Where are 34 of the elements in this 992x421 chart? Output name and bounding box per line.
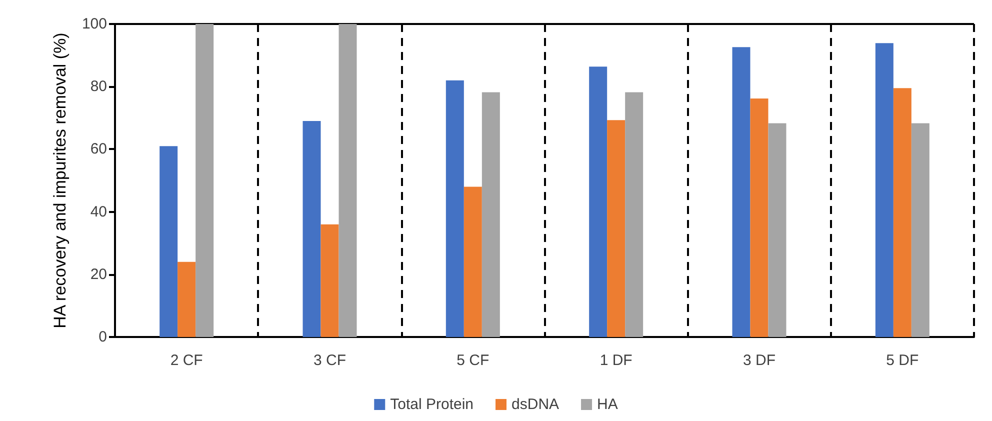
bar <box>464 186 482 337</box>
bar <box>446 80 464 337</box>
x-tick-label: 1 DF <box>600 352 632 369</box>
legend-label: Total Protein <box>390 396 474 413</box>
y-axis-title: HA recovery and impurites removal (%) <box>50 32 70 328</box>
bar <box>768 123 786 337</box>
x-tick-label: 5 DF <box>886 352 919 369</box>
y-tick-label: 40 <box>90 203 107 220</box>
bar <box>196 24 214 337</box>
y-tick-label: 0 <box>98 328 107 346</box>
bar <box>732 47 750 337</box>
bar <box>320 224 339 337</box>
bar <box>338 24 357 337</box>
x-tick-label: 3 CF <box>313 352 346 369</box>
y-tick-label: 80 <box>90 78 107 96</box>
bar <box>178 262 196 337</box>
legend-label: dsDNA <box>512 396 560 413</box>
bar <box>875 43 894 337</box>
bar <box>750 98 768 337</box>
x-tick-label: 2 CF <box>170 352 203 369</box>
bar <box>607 120 626 337</box>
bar <box>482 92 500 337</box>
legend-label: HA <box>597 396 618 413</box>
x-tick-label: 5 CF <box>456 352 490 369</box>
bar <box>893 88 912 337</box>
y-tick-label: 60 <box>90 140 107 158</box>
x-tick-label: 3 DF <box>742 352 776 369</box>
bar <box>589 66 608 337</box>
bar <box>911 123 930 337</box>
bar <box>160 146 178 337</box>
bar <box>302 121 321 337</box>
y-tick-label: 20 <box>90 266 107 283</box>
y-tick-label: 100 <box>82 16 107 32</box>
bar <box>625 92 644 337</box>
